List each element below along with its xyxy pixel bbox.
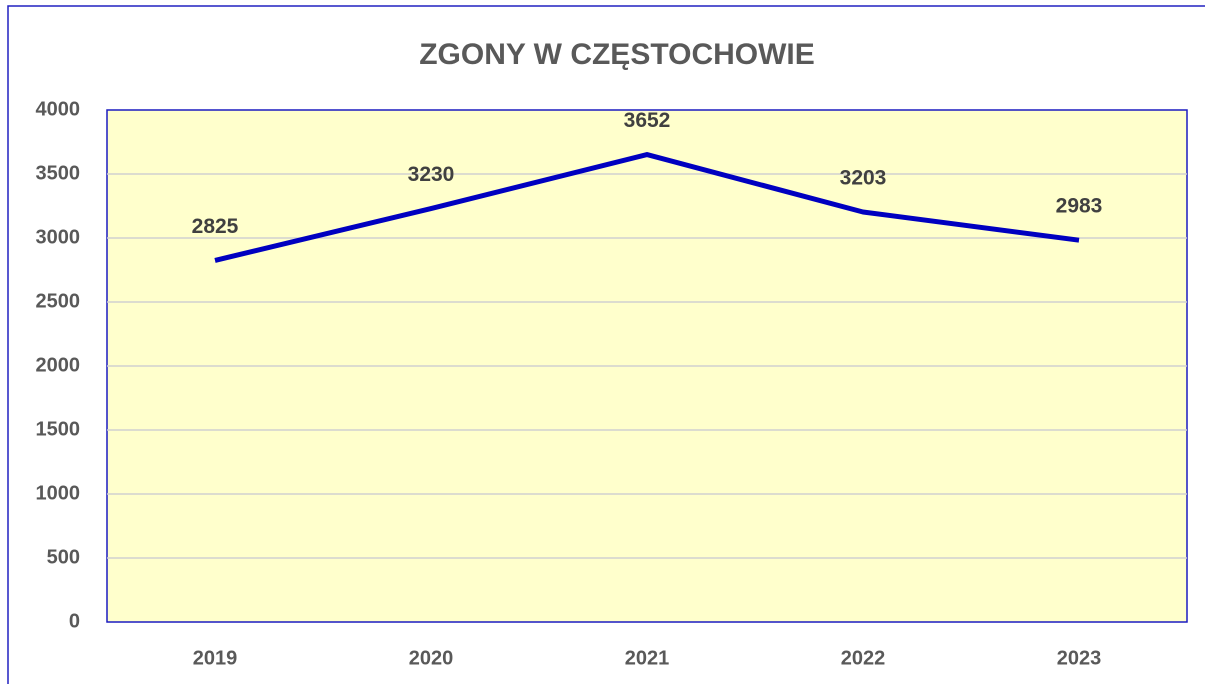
y-tick-label: 2500 (36, 290, 81, 312)
y-tick-label: 500 (47, 546, 80, 568)
x-tick-label: 2021 (625, 647, 670, 669)
x-tick-label: 2019 (193, 647, 238, 669)
data-label: 3203 (840, 167, 887, 190)
y-tick-label: 2000 (36, 354, 81, 376)
y-tick-label: 0 (69, 610, 80, 632)
x-tick-label: 2020 (409, 647, 454, 669)
y-tick-label: 1500 (36, 418, 81, 440)
y-tick-label: 3500 (36, 162, 81, 184)
x-tick-label: 2023 (1057, 647, 1102, 669)
line (214, 152, 1080, 263)
x-tick-label: 2022 (841, 647, 886, 669)
data-label: 2983 (1056, 195, 1103, 218)
y-tick-label: 3000 (36, 226, 81, 248)
data-label: 3230 (408, 163, 455, 186)
y-tick-label: 1000 (36, 482, 81, 504)
y-tick-label: 4000 (36, 98, 81, 120)
data-label: 3652 (624, 109, 671, 132)
chart-title: ZGONY W CZĘSTOCHOWIE (419, 38, 815, 71)
data-label: 2825 (192, 215, 239, 238)
